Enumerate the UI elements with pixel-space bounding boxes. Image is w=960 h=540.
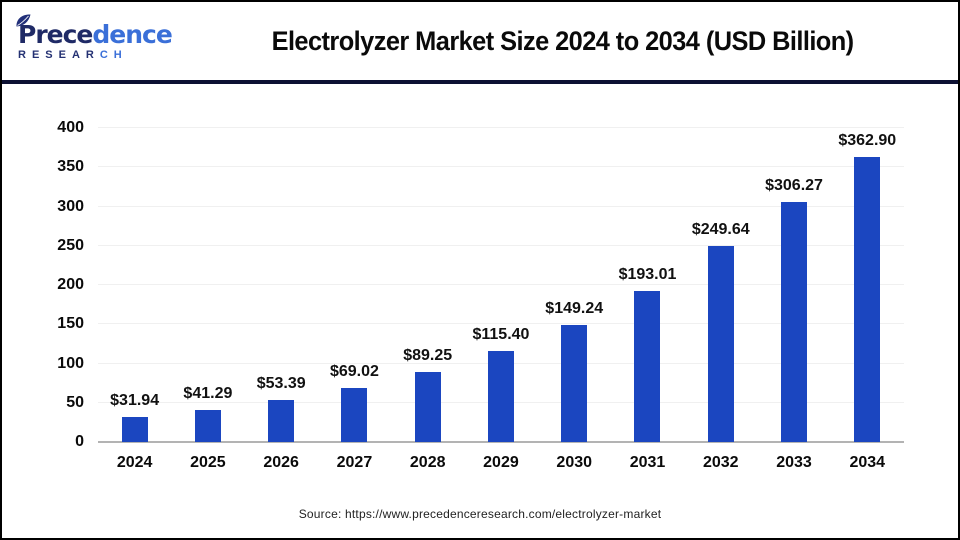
gridline [98, 127, 904, 128]
y-tick-label: 0 [75, 433, 84, 450]
bar-value-label: $31.94 [110, 391, 160, 409]
x-tick-label: 2026 [263, 454, 299, 471]
precedence-research-logo: Precedence RESEARCH [16, 13, 186, 61]
gridline [98, 284, 904, 285]
bar-slot: $149.24 [538, 128, 611, 442]
bar-2025 [194, 409, 221, 442]
logo-subtitle-light: CH [99, 48, 128, 61]
y-tick-label: 300 [57, 197, 84, 215]
bar-slot: $53.39 [245, 128, 318, 442]
y-tick-label: 50 [66, 393, 84, 411]
bar-value-label: $149.24 [545, 299, 604, 317]
bar-2028 [414, 371, 441, 442]
gridline [98, 205, 904, 207]
bar-2031 [634, 290, 661, 442]
logo-word-dark: Prece [18, 19, 93, 49]
x-axis-labels: 2024 2025 2026 2027 2028 2029 2030 2031 2032 2033… [98, 454, 904, 472]
bar-slot: $362.90 [831, 128, 904, 442]
logo-subtitle-dark: RESEAR [18, 48, 100, 61]
y-tick-label: 400 [57, 119, 84, 136]
source-text: Source: https://www.precedenceresearch.c… [298, 507, 662, 521]
bar-slot: $115.40 [464, 128, 537, 442]
bar-slot: $249.64 [684, 128, 757, 442]
bar-value-label: $41.29 [183, 384, 233, 402]
bar-2032 [707, 246, 734, 442]
bar-value-label: $69.02 [329, 362, 379, 380]
bar-2026 [268, 400, 295, 442]
gridline [98, 323, 904, 325]
x-tick-label: 2029 [483, 454, 519, 471]
bar-slot: $69.02 [318, 128, 391, 442]
y-tick-label: 250 [57, 236, 84, 254]
x-tick-label: 2027 [336, 454, 373, 471]
plot-area: $31.94 $41.29 $53.39 $69.02 $89.25 $115.40 $14… [98, 128, 904, 442]
y-tick-label: 100 [57, 354, 84, 372]
gridline [98, 244, 904, 246]
gridline [98, 166, 904, 168]
x-tick-label: 2024 [116, 454, 153, 471]
logo-wordmark: Precedence [16, 13, 186, 49]
bar-2024 [121, 416, 148, 442]
chart-area: 0 50 100 150 200 250 300 350 400 $31.94 $41.29 $53… [2, 84, 958, 534]
x-tick-label: 2030 [556, 454, 593, 471]
x-tick-label: 2031 [629, 454, 666, 471]
bar-value-label: $115.40 [472, 326, 530, 344]
x-tick-label: 2034 [849, 454, 886, 471]
y-tick-label: 350 [57, 158, 84, 176]
y-tick-label: 150 [57, 315, 84, 333]
x-tick-label: 2025 [190, 454, 226, 471]
bar-value-label: $89.25 [403, 346, 453, 364]
bar-slot: $41.29 [171, 128, 244, 442]
header: Precedence RESEARCH Electrolyzer Market … [2, 2, 958, 84]
page-title: Electrolyzer Market Size 2024 to 2034 (U… [271, 25, 855, 56]
bar-slot: $306.27 [757, 128, 830, 442]
x-axis-line [98, 441, 904, 443]
bar-slot: $193.01 [611, 128, 684, 442]
bar-slot: $31.94 [98, 128, 171, 442]
leaf-icon [16, 13, 31, 26]
bar-slot: $89.25 [391, 128, 464, 442]
bar-2034 [854, 157, 881, 442]
y-tick-label: 200 [57, 276, 84, 293]
x-tick-label: 2028 [409, 454, 446, 471]
bar-value-label: $53.39 [256, 375, 306, 393]
title-wrap: Electrolyzer Market Size 2024 to 2034 (U… [186, 26, 940, 57]
bar-value-label: $193.01 [618, 265, 677, 283]
x-tick-label: 2033 [776, 454, 812, 471]
bar-2029 [487, 351, 514, 442]
logo-word-light: dence [92, 19, 172, 49]
y-axis: 0 50 100 150 200 250 300 350 400 [2, 119, 84, 450]
bar-value-label: $249.64 [691, 221, 750, 239]
x-tick-label: 2032 [702, 454, 739, 471]
bar-value-label: $306.27 [765, 176, 823, 194]
bar-2030 [561, 324, 588, 442]
bar-2027 [341, 387, 368, 442]
bar-value-label: $362.90 [838, 132, 897, 150]
bar-2033 [781, 201, 808, 442]
logo-subtitle: RESEARCH [18, 48, 186, 61]
